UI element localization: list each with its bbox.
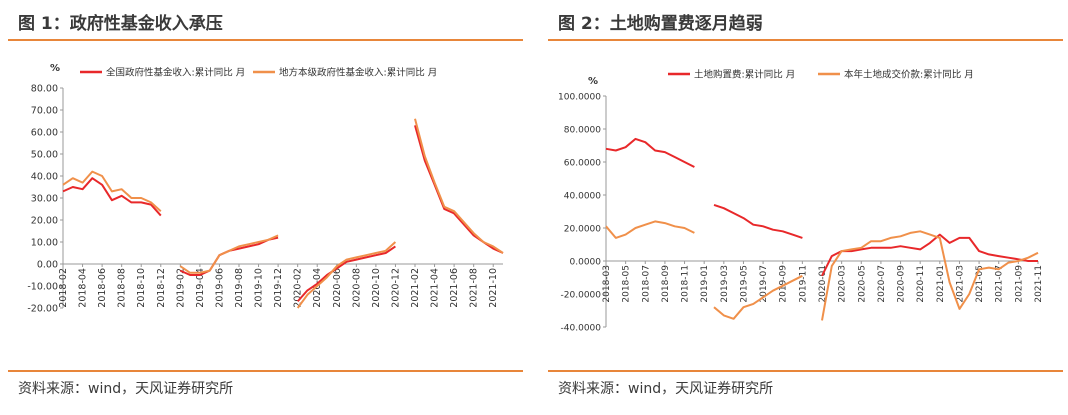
line-chart-1: -20.00 -10.00 0.00 10.00 20.00 30.00 40.00 50.0…	[27, 63, 504, 315]
x-tick-label: 2020-10	[371, 268, 382, 308]
series-line-2	[62, 118, 504, 309]
x-tick-label: 2018-03	[602, 265, 612, 303]
x-tick-label: 2018-09	[661, 265, 671, 303]
x-tick-label: 2019-05	[739, 265, 749, 303]
x-tick-label: 2018-04	[78, 268, 89, 308]
x-tick-label: 2020-09	[897, 265, 907, 303]
x-tick-label: 2018-06	[97, 268, 108, 308]
y-tick-label: 50.00	[31, 150, 58, 161]
x-tick-label: 2021-07	[995, 265, 1005, 303]
x-tick-label: 2020-04	[312, 268, 323, 308]
line-chart-2: -40.0000 -20.0000 0.0000 20.0000 40.0000 60.0…	[558, 69, 1044, 334]
x-tick-label: 2019-01	[700, 265, 710, 303]
x-tick-label: 2021-04	[430, 268, 441, 308]
x-tick-label: 2019-11	[798, 265, 808, 303]
x-tick-label: 2018-08	[117, 268, 128, 308]
x-tick-label: 2021-05	[975, 265, 985, 303]
series-line-2	[605, 220, 1039, 321]
source-note: 资料来源：wind，天风证券研究所	[18, 381, 234, 397]
x-tick-label: 2020-12	[390, 268, 401, 308]
y-tick-label: 100.0000	[558, 93, 601, 103]
figure-title: 图 1：政府性基金收入承压	[18, 14, 223, 34]
chart-panel-2: 图 2：土地购置费逐月趋弱 -40.0000 -20.0000 0.0000 20.0…	[548, 0, 1063, 415]
x-tick-label: 2021-01	[936, 265, 946, 303]
x-tick-label: 2018-05	[622, 265, 632, 303]
source-rule	[8, 370, 523, 372]
y-tick-label: 0.0000	[570, 258, 602, 268]
y-tick-label: 20.0000	[564, 225, 601, 235]
y-tick-label: 70.00	[31, 106, 58, 117]
y-tick-label: 40.0000	[564, 192, 601, 202]
x-tick-label: 2020-05	[857, 265, 867, 303]
x-tick-label: 2019-04	[195, 268, 206, 308]
legend-label: 全国政府性基金收入:累计同比 月	[106, 67, 245, 79]
source-note: 资料来源：wind，天风证券研究所	[558, 381, 774, 397]
y-unit-label: %	[50, 63, 60, 74]
x-tick-label: 2020-06	[332, 268, 343, 308]
source-rule	[548, 370, 1063, 372]
x-tick-label: 2020-07	[877, 265, 887, 303]
x-tick-label: 2018-07	[641, 265, 651, 303]
x-tick-label: 2020-08	[351, 268, 362, 308]
figure-title: 图 2：土地购置费逐月趋弱	[558, 14, 763, 34]
y-tick-label: 80.00	[31, 84, 58, 95]
y-tick-label: 10.00	[31, 238, 58, 249]
y-tick-label: -40.0000	[561, 324, 602, 334]
y-tick-label: -10.00	[27, 282, 58, 293]
x-tick-label: 2021-03	[955, 265, 965, 303]
x-tick-label: 2019-10	[254, 268, 265, 308]
x-tick-label: 2019-06	[214, 268, 225, 308]
chart-panel-1: 图 1：政府性基金收入承压 -20.00 -10.00 0.00 10.00 20.00…	[8, 0, 523, 415]
title-rule	[8, 39, 523, 41]
y-tick-label: -20.00	[27, 304, 58, 315]
x-tick-label: 2020-02	[293, 268, 304, 308]
x-tick-label: 2021-06	[449, 268, 460, 308]
y-unit-label: %	[588, 76, 598, 87]
x-tick-label: 2019-08	[234, 268, 245, 308]
y-tick-label: 80.0000	[564, 126, 601, 136]
x-tick-label: 2021-11	[1034, 265, 1044, 303]
y-tick-label: 40.00	[31, 172, 58, 183]
x-tick-label: 2021-10	[488, 268, 499, 308]
x-tick-label: 2019-02	[175, 268, 186, 308]
x-tick-label: 2021-09	[1014, 265, 1024, 303]
y-tick-label: 0.00	[37, 260, 58, 271]
x-tick-label: 2018-12	[156, 268, 167, 308]
series-line-1	[605, 137, 1038, 277]
y-tick-label: 20.00	[31, 216, 58, 227]
x-tick-label: 2020-11	[916, 265, 926, 303]
x-tick-label: 2021-08	[469, 268, 480, 308]
x-tick-label: 2019-09	[779, 265, 789, 303]
y-tick-label: -20.0000	[561, 291, 602, 301]
y-tick-label: 60.0000	[564, 159, 601, 169]
y-tick-label: 30.00	[31, 194, 58, 205]
x-tick-label: 2021-02	[410, 268, 421, 308]
x-tick-label: 2019-07	[759, 265, 769, 303]
x-tick-label: 2020-03	[838, 265, 848, 303]
x-tick-label: 2019-12	[273, 268, 284, 308]
title-rule	[548, 39, 1063, 41]
x-tick-label: 2018-10	[136, 268, 147, 308]
y-tick-label: 60.00	[31, 128, 58, 139]
legend-label: 本年土地成交价款:累计同比 月	[844, 69, 974, 81]
x-tick-label: 2018-02	[58, 268, 69, 308]
x-tick-label: 2018-11	[681, 265, 691, 303]
legend-label: 土地购置费:累计同比 月	[694, 69, 795, 81]
legend-label: 地方本级政府性基金收入:累计同比 月	[279, 67, 437, 79]
x-tick-label: 2020-01	[818, 265, 828, 303]
x-tick-label: 2019-03	[720, 265, 730, 303]
